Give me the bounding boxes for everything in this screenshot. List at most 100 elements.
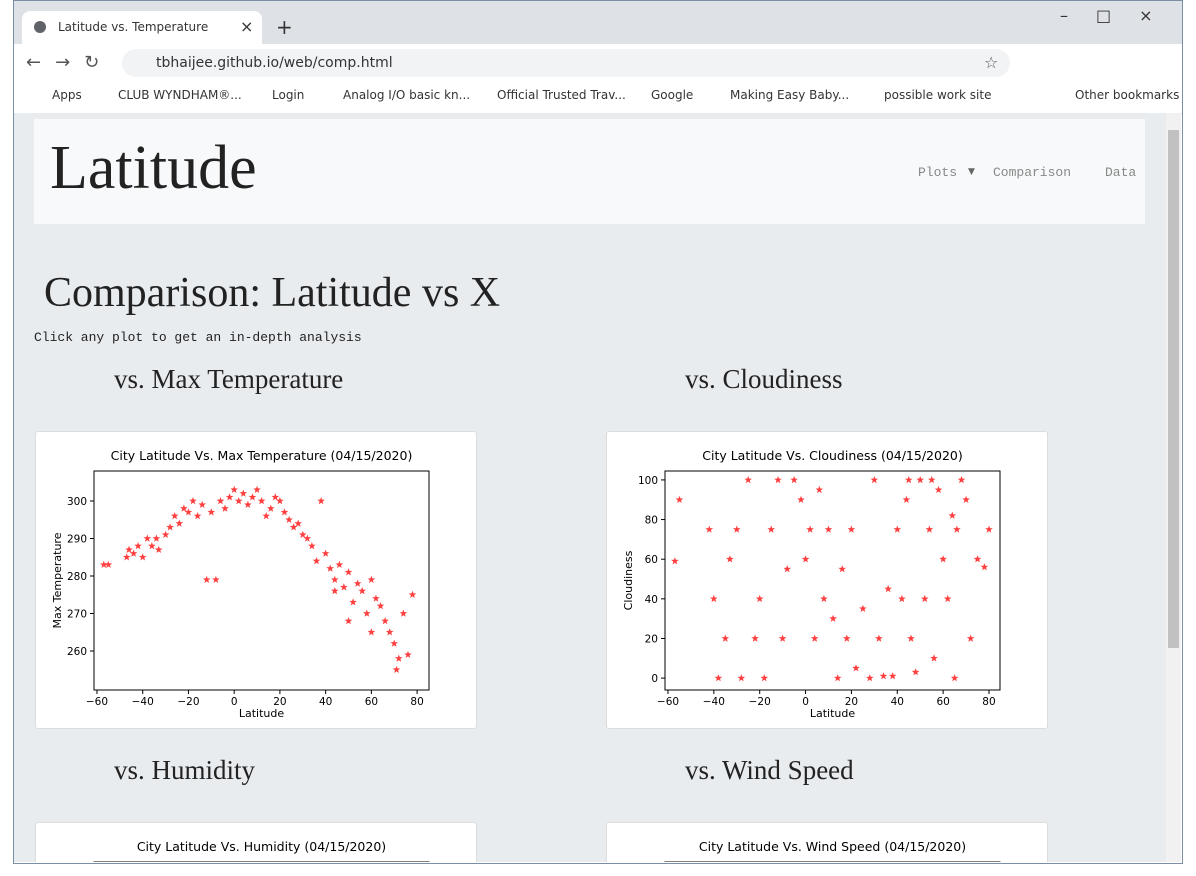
point: [675, 495, 684, 503]
point: [363, 609, 371, 617]
point: [916, 475, 924, 484]
point: [904, 475, 913, 484]
point: [902, 495, 911, 503]
bookmark[interactable]: Apps: [52, 88, 82, 102]
bookmark[interactable]: Login: [272, 88, 305, 102]
point: [833, 674, 842, 682]
point: [671, 557, 679, 565]
x-tick-label: 40: [319, 696, 332, 708]
point: [939, 555, 947, 563]
point: [367, 575, 376, 583]
bookmark[interactable]: possible work site: [884, 88, 992, 102]
tab[interactable]: Latitude vs. Temperature ×: [22, 11, 262, 44]
point: [239, 489, 248, 497]
bookmark[interactable]: Other bookmarks: [1075, 88, 1180, 102]
section-title: vs. Cloudiness: [685, 364, 843, 394]
point: [767, 525, 775, 533]
bookmark[interactable]: Analog I/O basic kn...: [343, 88, 471, 102]
y-tick-label: 80: [645, 515, 658, 527]
scrollbar[interactable]: [1166, 113, 1181, 862]
point: [875, 634, 883, 642]
chart: City Latitude Vs. Cloudiness (04/15/2020…: [622, 448, 1001, 720]
point: [778, 634, 787, 642]
point: [381, 617, 389, 625]
nav-link[interactable]: Plots: [918, 165, 958, 180]
point: [134, 542, 142, 550]
star[interactable]: ☆: [984, 53, 999, 72]
point: [154, 545, 163, 553]
point: [737, 674, 746, 682]
y-tick-label: 260: [67, 646, 87, 658]
point: [344, 617, 353, 625]
point: [253, 485, 261, 493]
point: [934, 485, 943, 494]
x-tick-label: 0: [802, 696, 809, 708]
point: [358, 587, 366, 595]
window-controls[interactable]: –□×: [1060, 6, 1181, 25]
point: [161, 530, 170, 538]
scroll-thumb[interactable]: [1168, 130, 1179, 648]
point: [797, 495, 805, 503]
point: [943, 594, 952, 603]
point: [294, 519, 302, 527]
point: [721, 634, 730, 642]
y-tick-label: 0: [651, 673, 658, 685]
point: [244, 500, 252, 508]
new-tab[interactable]: +: [276, 15, 293, 39]
point: [710, 594, 718, 603]
point: [317, 497, 325, 505]
point: [930, 654, 938, 662]
point: [216, 497, 225, 505]
point: [815, 485, 824, 494]
bookmark[interactable]: Official Trusted Trav...: [497, 88, 626, 102]
point: [189, 497, 197, 505]
brand[interactable]: Latitude: [50, 134, 257, 202]
plot-card[interactable]: City Latitude Vs. Cloudiness (04/15/2020…: [606, 431, 1048, 729]
bookmark[interactable]: CLUB WYNDHAM®...: [118, 88, 242, 102]
plot-card[interactable]: City Latitude Vs. Humidity (04/15/2020): [35, 822, 477, 862]
nav-buttons[interactable]: ←→↻: [26, 52, 114, 73]
chart: City Latitude Vs. Humidity (04/15/2020): [93, 839, 430, 862]
point: [308, 542, 316, 550]
point: [884, 584, 892, 593]
nav-link[interactable]: Comparison: [993, 165, 1072, 180]
x-axis-label: Latitude: [810, 707, 856, 720]
x-tick-label: −40: [703, 696, 725, 708]
tab-close[interactable]: ×: [240, 17, 254, 36]
x-tick-label: 60: [936, 696, 949, 708]
nav-link[interactable]: Data: [1105, 165, 1137, 180]
plot-card[interactable]: City Latitude Vs. Wind Speed (04/15/2020…: [606, 822, 1048, 862]
point: [143, 534, 152, 542]
point: [367, 628, 376, 636]
plot-card[interactable]: City Latitude Vs. Max Temperature (04/15…: [35, 431, 477, 729]
point: [852, 664, 860, 672]
heading: Comparison: Latitude vs X: [44, 270, 501, 316]
point: [824, 525, 833, 533]
point: [783, 565, 791, 573]
x-tick-label: 80: [982, 696, 995, 708]
bookmark[interactable]: Making Easy Baby...: [730, 88, 850, 102]
x-axis-label: Latitude: [239, 707, 285, 720]
point: [760, 674, 769, 682]
point: [774, 475, 782, 484]
point: [202, 575, 211, 583]
y-tick-label: 20: [645, 633, 658, 645]
chart: City Latitude Vs. Max Temperature (04/15…: [51, 448, 430, 720]
y-tick-label: 60: [645, 554, 658, 566]
point: [193, 512, 202, 520]
point: [790, 475, 798, 484]
point: [248, 493, 257, 501]
point: [262, 512, 270, 520]
point: [898, 594, 906, 603]
y-tick-label: 300: [67, 496, 87, 508]
omnibox[interactable]: tbhaijee.github.io/web/comp.html ☆: [122, 49, 1010, 77]
point: [925, 525, 934, 533]
x-tick-label: 0: [231, 696, 238, 708]
bookmark[interactable]: Google: [651, 88, 694, 102]
point: [399, 609, 408, 617]
point: [907, 634, 915, 642]
point: [207, 508, 216, 516]
point: [843, 634, 851, 642]
point: [372, 594, 380, 602]
